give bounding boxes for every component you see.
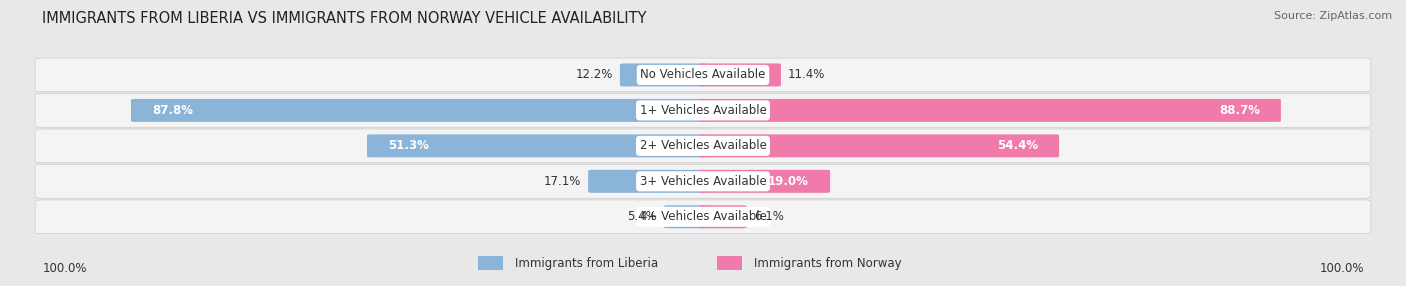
Text: 4+ Vehicles Available: 4+ Vehicles Available bbox=[640, 210, 766, 223]
Text: 5.4%: 5.4% bbox=[627, 210, 657, 223]
Text: 100.0%: 100.0% bbox=[1319, 262, 1364, 275]
FancyBboxPatch shape bbox=[699, 170, 830, 193]
Text: 2+ Vehicles Available: 2+ Vehicles Available bbox=[640, 139, 766, 152]
FancyBboxPatch shape bbox=[717, 256, 742, 270]
Text: 6.1%: 6.1% bbox=[754, 210, 783, 223]
FancyBboxPatch shape bbox=[35, 129, 1371, 163]
Text: 11.4%: 11.4% bbox=[787, 68, 825, 82]
Text: Immigrants from Liberia: Immigrants from Liberia bbox=[515, 257, 658, 270]
FancyBboxPatch shape bbox=[664, 205, 707, 228]
Text: 19.0%: 19.0% bbox=[768, 175, 808, 188]
FancyBboxPatch shape bbox=[699, 63, 780, 86]
FancyBboxPatch shape bbox=[699, 134, 1059, 157]
Text: 88.7%: 88.7% bbox=[1219, 104, 1260, 117]
Text: 1+ Vehicles Available: 1+ Vehicles Available bbox=[640, 104, 766, 117]
Text: 87.8%: 87.8% bbox=[152, 104, 193, 117]
FancyBboxPatch shape bbox=[367, 134, 707, 157]
Text: Source: ZipAtlas.com: Source: ZipAtlas.com bbox=[1274, 11, 1392, 21]
Text: 12.2%: 12.2% bbox=[575, 68, 613, 82]
Text: 3+ Vehicles Available: 3+ Vehicles Available bbox=[640, 175, 766, 188]
FancyBboxPatch shape bbox=[620, 63, 707, 86]
Text: IMMIGRANTS FROM LIBERIA VS IMMIGRANTS FROM NORWAY VEHICLE AVAILABILITY: IMMIGRANTS FROM LIBERIA VS IMMIGRANTS FR… bbox=[42, 11, 647, 26]
Text: 51.3%: 51.3% bbox=[388, 139, 429, 152]
Text: Immigrants from Norway: Immigrants from Norway bbox=[754, 257, 901, 270]
FancyBboxPatch shape bbox=[131, 99, 707, 122]
Text: 17.1%: 17.1% bbox=[544, 175, 581, 188]
Text: 54.4%: 54.4% bbox=[997, 139, 1038, 152]
FancyBboxPatch shape bbox=[35, 58, 1371, 92]
Text: 100.0%: 100.0% bbox=[42, 262, 87, 275]
FancyBboxPatch shape bbox=[699, 205, 747, 228]
Text: No Vehicles Available: No Vehicles Available bbox=[640, 68, 766, 82]
FancyBboxPatch shape bbox=[35, 94, 1371, 127]
FancyBboxPatch shape bbox=[35, 164, 1371, 198]
FancyBboxPatch shape bbox=[478, 256, 503, 270]
FancyBboxPatch shape bbox=[588, 170, 707, 193]
FancyBboxPatch shape bbox=[35, 200, 1371, 234]
FancyBboxPatch shape bbox=[699, 99, 1281, 122]
